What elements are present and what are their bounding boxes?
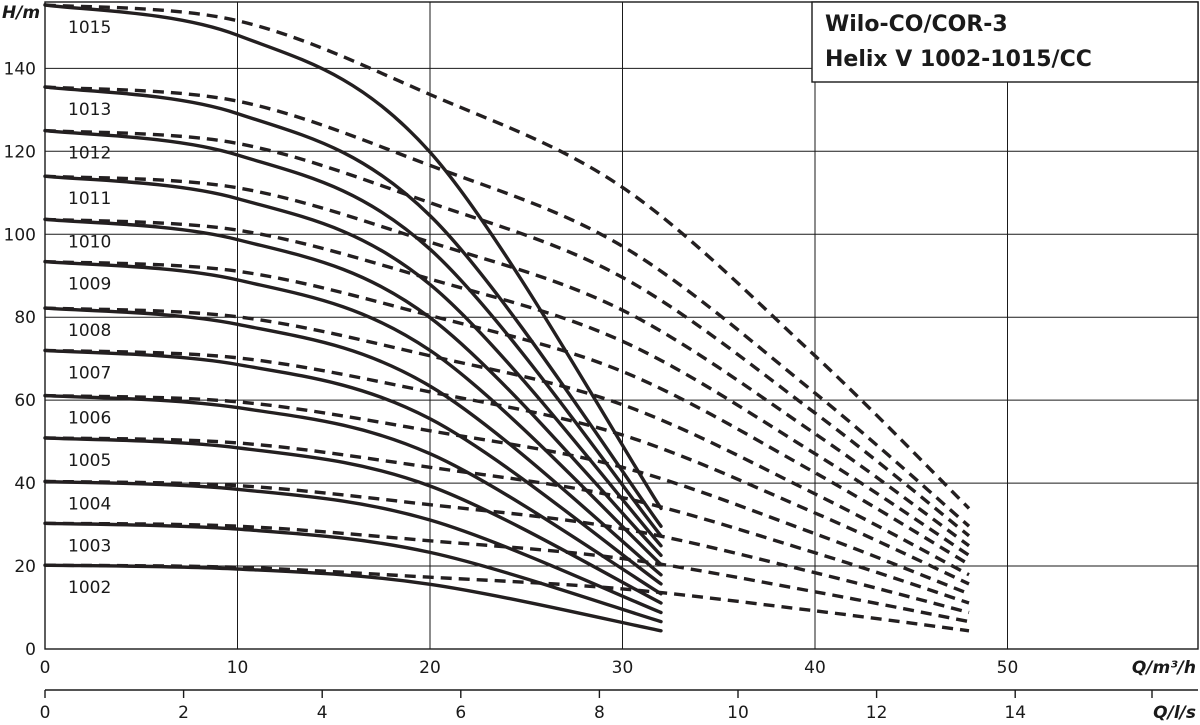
- x-tick-labels: 0 10 20 30 40 50: [40, 658, 1019, 678]
- y-tick-label: 80: [14, 308, 36, 328]
- y-tick-label: 20: [14, 557, 36, 577]
- curve-1008-solid: [43, 306, 663, 577]
- x2-tick-label: 4: [317, 703, 328, 723]
- curve-1008-dashed: [44, 306, 970, 577]
- grid-lines: [45, 2, 1198, 649]
- pump-curves: [43, 3, 971, 633]
- x2-tick-label: 14: [1004, 703, 1026, 723]
- y-tick-label: 100: [4, 225, 36, 245]
- x-tick-label: 10: [227, 658, 249, 678]
- curve-1010-solid: [43, 217, 663, 557]
- x2-tick-label: 12: [866, 703, 888, 723]
- curve-1005-solid: [43, 436, 663, 605]
- curve-label-1013: 1013: [68, 100, 111, 120]
- secondary-x-axis: 0 2 4 6 8 10 12 14: [40, 689, 1198, 723]
- y-tick-label: 120: [4, 142, 36, 162]
- y-tick-label: 40: [14, 474, 36, 494]
- x2-tick-label: 8: [594, 703, 605, 723]
- curve-1002-solid: [43, 563, 663, 633]
- x-tick-label: 0: [40, 658, 51, 678]
- x2-tick-label: 0: [40, 703, 51, 723]
- x2-tick-label: 10: [727, 703, 749, 723]
- x2-tick-label: 2: [178, 703, 189, 723]
- chart-title-line-2: Helix V 1002-1015/CC: [825, 47, 1092, 72]
- curve-1011-solid: [43, 174, 663, 548]
- y-tick-labels: 0 20 40 60 80 100 120 140: [4, 59, 36, 660]
- x-tick-label: 20: [419, 658, 441, 678]
- chart-title-line-1: Wilo-CO/COR-3: [825, 12, 1008, 37]
- curve-1012-solid: [43, 128, 663, 538]
- curve-1013-solid: [43, 85, 663, 528]
- curve-1015-dashed: [44, 3, 971, 510]
- curve-1007-solid: [43, 348, 663, 586]
- title-box: Wilo-CO/COR-3 Helix V 1002-1015/CC: [811, 1, 1199, 83]
- y-axis-label: H/m: [2, 3, 40, 23]
- x2-tick-label: 6: [455, 703, 466, 723]
- curve-1006-dashed: [44, 393, 970, 596]
- curve-1004-solid: [43, 479, 663, 615]
- curve-label-1004: 1004: [68, 494, 111, 514]
- curve-1015-solid: [43, 3, 663, 511]
- y-tick-label: 140: [4, 59, 36, 79]
- x-tick-label: 50: [997, 658, 1019, 678]
- y-tick-label: 0: [25, 640, 36, 660]
- curve-label-1015: 1015: [68, 18, 111, 38]
- curve-label-1002: 1002: [68, 578, 111, 598]
- x-tick-label: 30: [612, 658, 634, 678]
- curve-label-1009: 1009: [68, 275, 111, 295]
- curve-1003-solid: [43, 521, 663, 624]
- curve-1012-dashed: [44, 128, 971, 538]
- x-axis-label: Q/m³/h: [1132, 658, 1196, 678]
- curve-label-1005: 1005: [68, 451, 111, 471]
- curve-label-1012: 1012: [68, 144, 111, 164]
- y-tick-label: 60: [14, 391, 36, 411]
- curve-label-1010: 1010: [68, 232, 111, 252]
- curve-1005-dashed: [44, 436, 970, 605]
- x-tick-label: 40: [804, 658, 826, 678]
- curve-1006-solid: [43, 393, 663, 596]
- curve-labels: 1002 1003 1004 1005 1006 1007 1008 1009 1010 1011…: [68, 18, 111, 598]
- curve-label-1008: 1008: [68, 321, 111, 341]
- curve-label-1007: 1007: [68, 363, 111, 383]
- curve-label-1011: 1011: [68, 189, 111, 209]
- x2-axis-label: Q/l/s: [1153, 703, 1196, 723]
- plot-frame: [44, 1, 1199, 650]
- title-frame: [811, 1, 1199, 83]
- curve-label-1003: 1003: [68, 536, 111, 556]
- curve-1010-dashed: [44, 217, 970, 557]
- curve-label-1006: 1006: [68, 409, 111, 429]
- curve-1009-dashed: [44, 259, 970, 566]
- curve-1004-dashed: [44, 479, 970, 615]
- curve-1003-dashed: [44, 521, 970, 624]
- curve-1007-dashed: [44, 348, 970, 586]
- curve-1009-solid: [43, 259, 663, 567]
- curve-1013-dashed: [44, 85, 971, 528]
